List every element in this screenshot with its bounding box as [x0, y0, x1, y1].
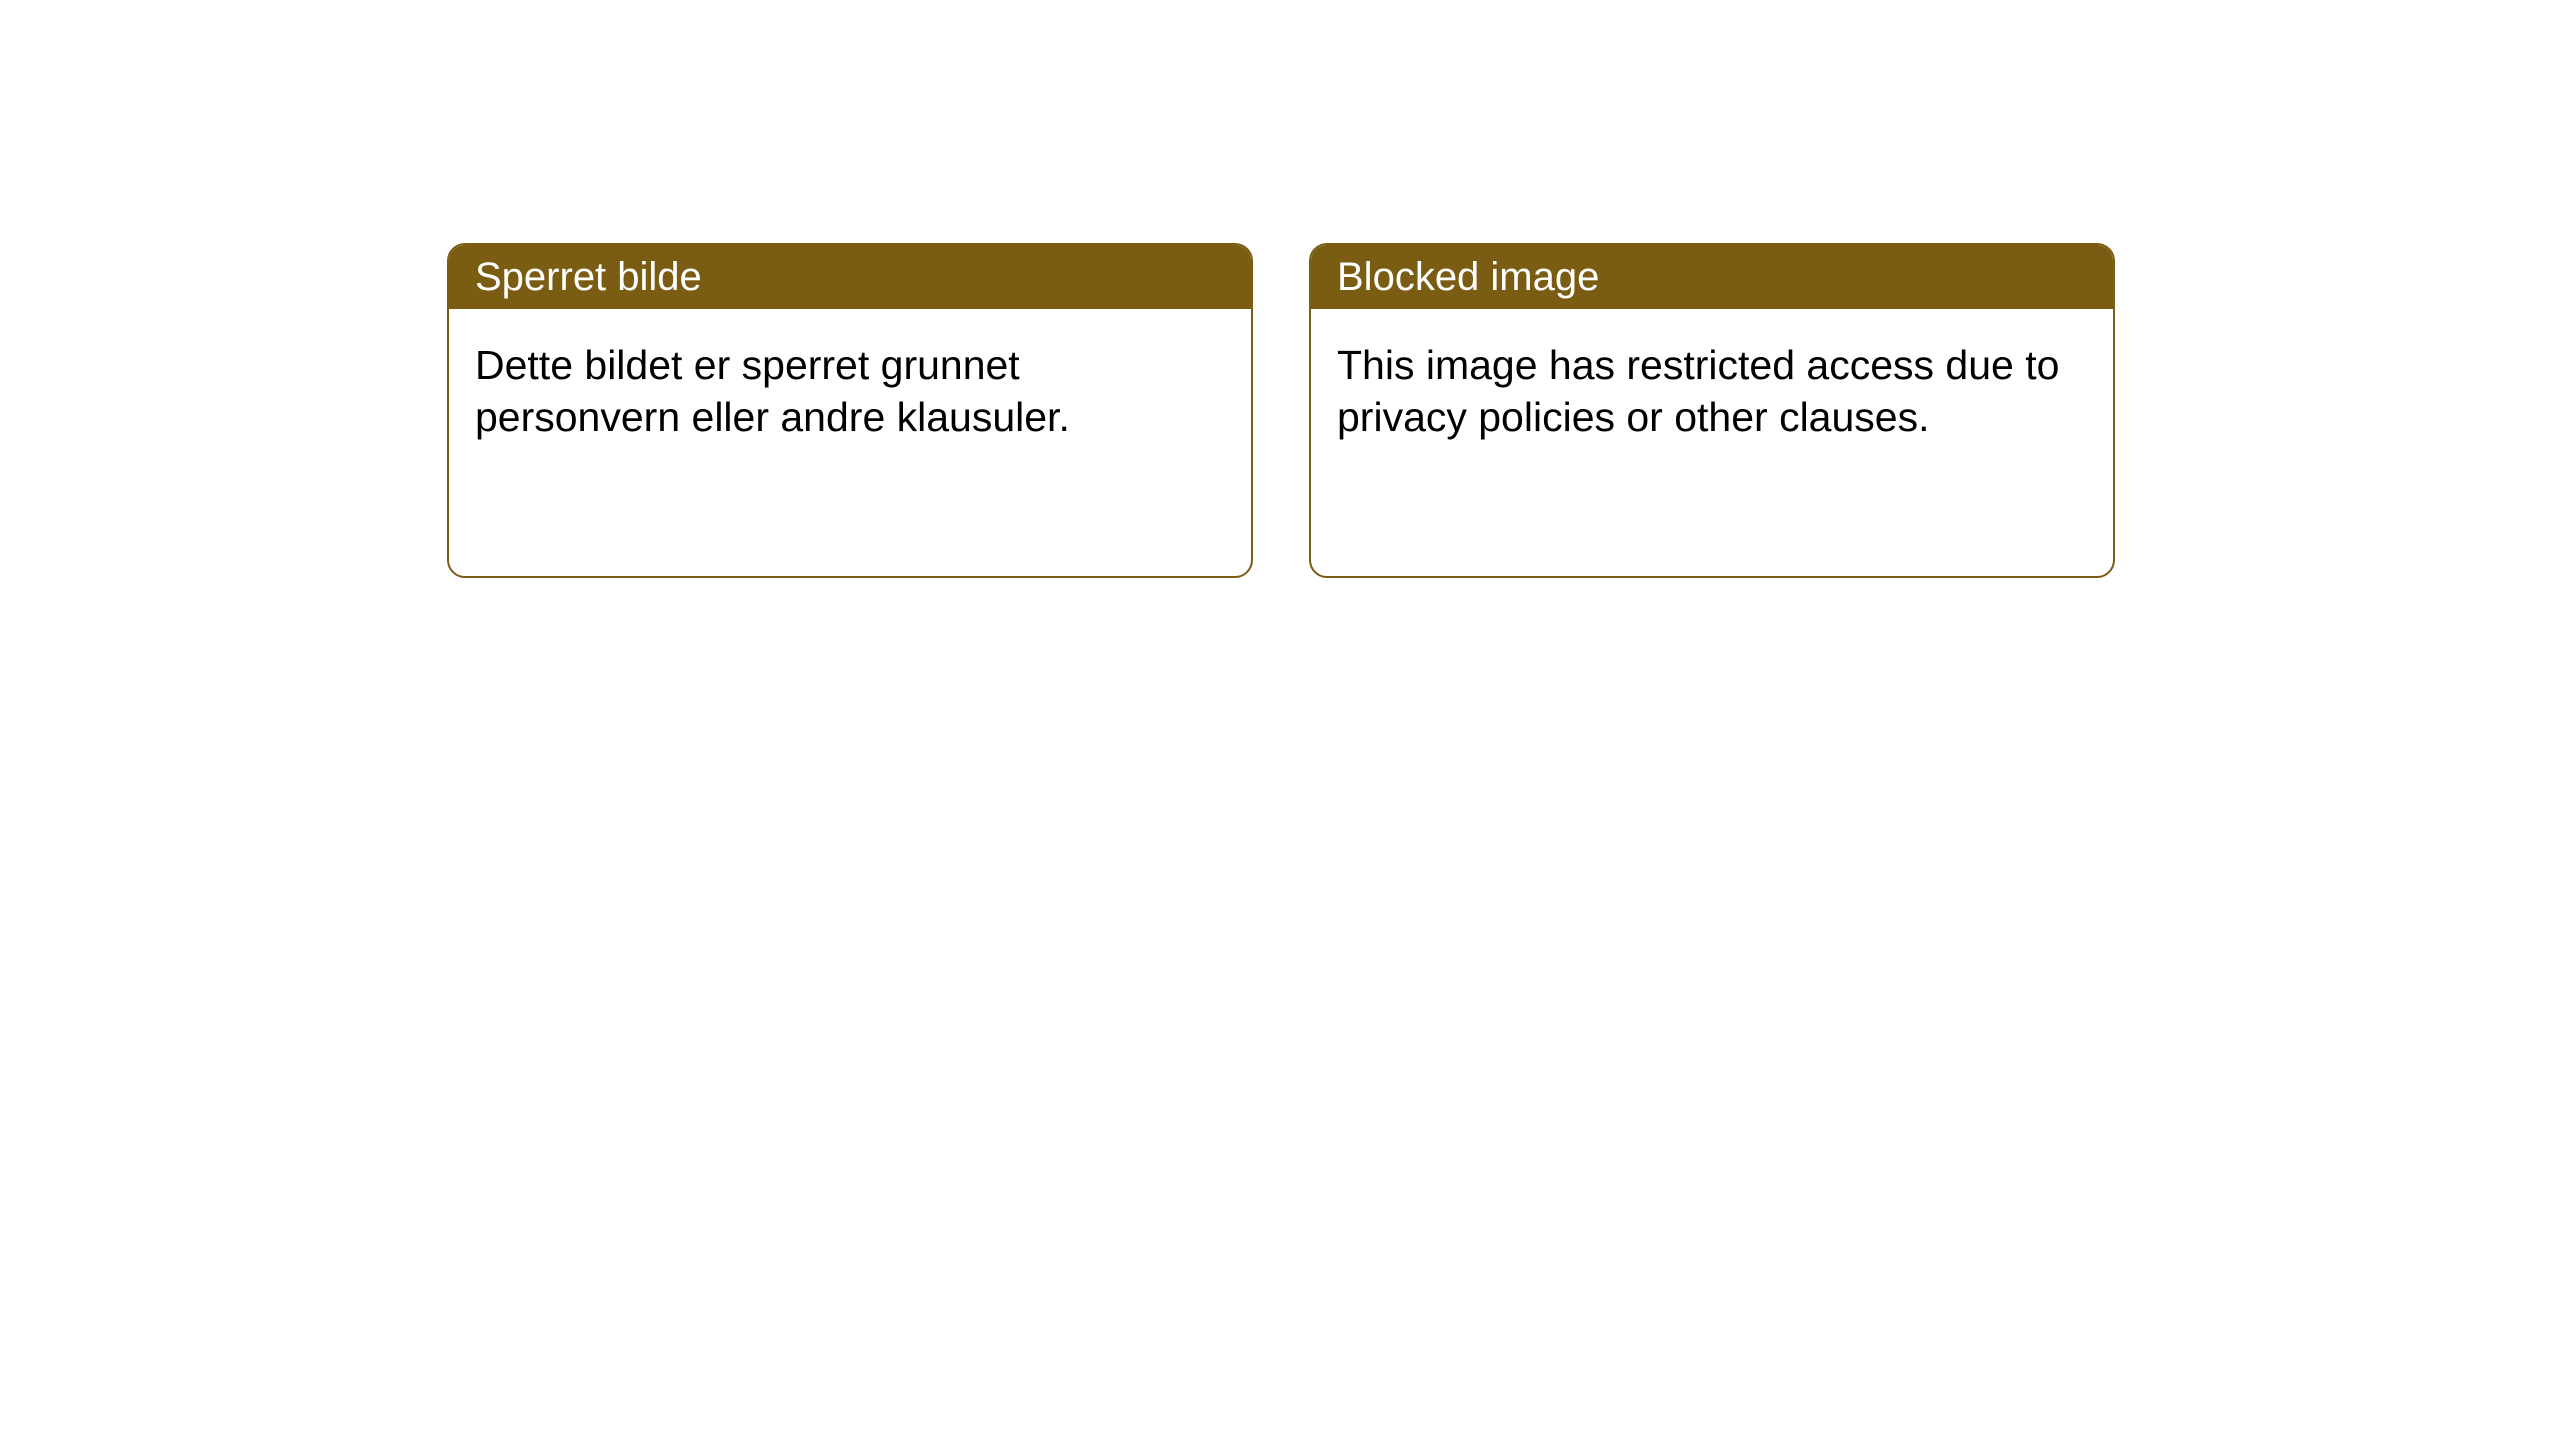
notice-container: Sperret bilde Dette bildet er sperret gr…: [0, 0, 2560, 578]
notice-body: This image has restricted access due to …: [1311, 309, 2113, 474]
notice-box-english: Blocked image This image has restricted …: [1309, 243, 2115, 578]
notice-box-norwegian: Sperret bilde Dette bildet er sperret gr…: [447, 243, 1253, 578]
notice-header: Sperret bilde: [449, 245, 1251, 309]
notice-body: Dette bildet er sperret grunnet personve…: [449, 309, 1251, 474]
notice-header: Blocked image: [1311, 245, 2113, 309]
